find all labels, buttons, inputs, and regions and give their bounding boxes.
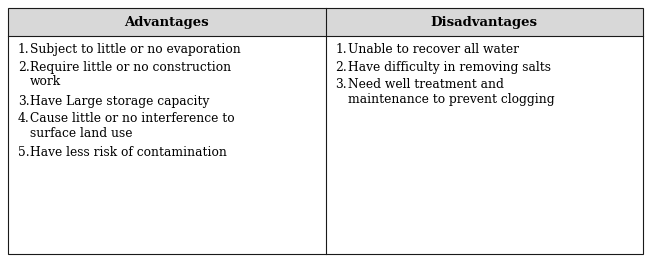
- Text: 4.: 4.: [18, 112, 30, 125]
- Text: 1.: 1.: [335, 43, 347, 56]
- Text: 3.: 3.: [335, 78, 347, 91]
- Text: Have Large storage capacity: Have Large storage capacity: [30, 95, 210, 108]
- Text: Disadvantages: Disadvantages: [431, 15, 538, 29]
- Text: 1.: 1.: [18, 43, 30, 56]
- Text: Have difficulty in removing salts: Have difficulty in removing salts: [348, 61, 551, 74]
- Bar: [8, 36, 643, 254]
- Text: Require little or no construction: Require little or no construction: [30, 61, 231, 74]
- Text: maintenance to prevent clogging: maintenance to prevent clogging: [348, 93, 554, 106]
- Text: 2.: 2.: [335, 61, 347, 74]
- Text: Have less risk of contamination: Have less risk of contamination: [30, 146, 227, 159]
- Bar: [8, 8, 326, 36]
- Text: Unable to recover all water: Unable to recover all water: [348, 43, 518, 56]
- Text: Need well treatment and: Need well treatment and: [348, 78, 503, 91]
- Text: Cause little or no interference to: Cause little or no interference to: [30, 112, 234, 125]
- Text: 3.: 3.: [18, 95, 30, 108]
- Bar: [326, 8, 643, 36]
- Text: 2.: 2.: [18, 61, 30, 74]
- Text: work: work: [30, 75, 61, 88]
- Text: Subject to little or no evaporation: Subject to little or no evaporation: [30, 43, 241, 56]
- Text: Advantages: Advantages: [124, 15, 209, 29]
- Text: surface land use: surface land use: [30, 127, 133, 140]
- Text: 5.: 5.: [18, 146, 30, 159]
